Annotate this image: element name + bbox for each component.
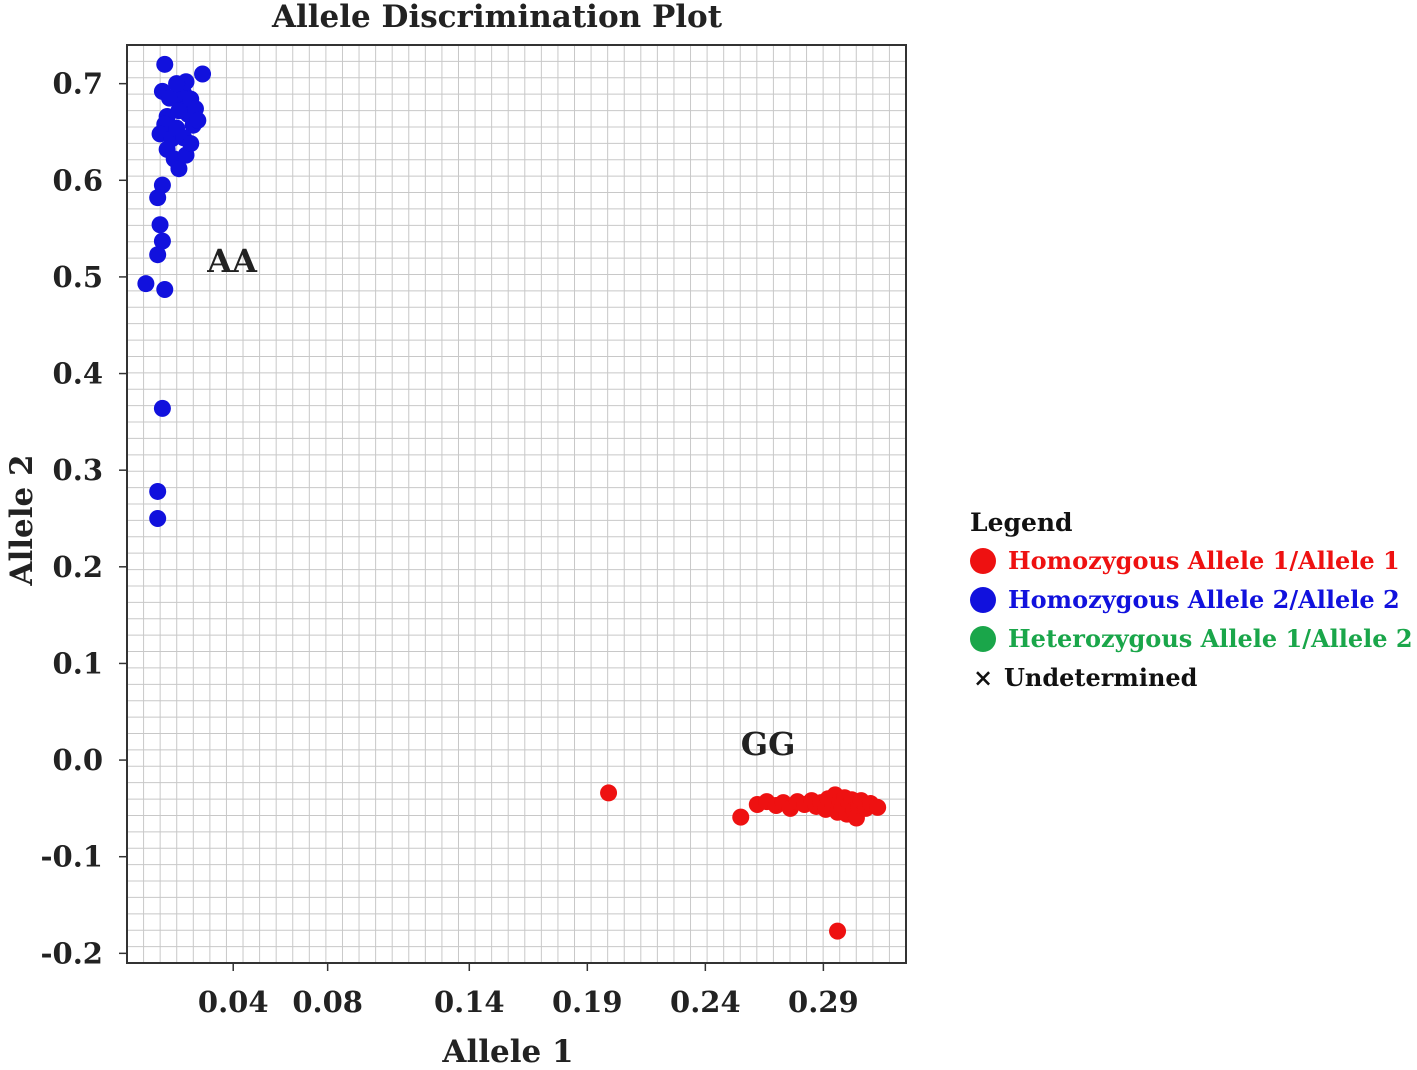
y-tick-label: 0.5 [53,260,103,294]
data-point [194,65,212,83]
x-tick-label: 0.04 [198,985,269,1019]
data-point [156,55,174,73]
y-tick-label: 0.7 [53,67,103,101]
undetermined-x-icon: × [972,663,994,692]
legend: Legend Homozygous Allele 1/Allele 1 Homoz… [970,508,1413,697]
x-axis-title: Allele 1 [441,1034,573,1070]
cluster-label: GG [741,725,796,763]
legend-item: Homozygous Allele 2/Allele 2 [970,580,1413,619]
legend-marker [970,625,996,652]
y-tick-label: 0.0 [53,743,103,777]
data-point [149,482,167,500]
data-point [732,808,750,826]
chart-title: Allele Discrimination Plot [271,0,723,35]
cluster-label: AA [206,242,258,280]
y-tick-label: 0.6 [53,163,103,197]
legend-label: Homozygous Allele 2/Allele 2 [1008,585,1400,614]
y-tick-label: 0.1 [53,646,103,680]
legend-title: Legend [970,508,1073,537]
legend-items: Homozygous Allele 1/Allele 1 Homozygous A… [970,541,1413,658]
grid [127,45,906,963]
data-point [149,509,167,527]
y-axis-title: Allele 2 [4,454,40,586]
data-point [189,111,207,129]
data-points [137,55,887,940]
y-tick-label: 0.3 [53,453,103,487]
data-point [160,89,178,107]
data-point [170,102,188,120]
y-tick-label: 0.2 [53,550,103,584]
data-point [153,232,171,250]
data-point [869,798,887,816]
x-tick-label: 0.24 [670,985,741,1019]
data-point [151,216,169,234]
x-tick-label: 0.14 [434,985,505,1019]
legend-item-undetermined: × Undetermined [970,658,1413,697]
data-point [137,275,155,293]
legend-label: Heterozygous Allele 1/Allele 2 [1008,624,1413,653]
legend-label: Homozygous Allele 1/Allele 1 [1008,546,1400,575]
x-tick-label: 0.19 [552,985,623,1019]
data-point [149,246,167,264]
cluster-annotations: AA GG [206,242,795,763]
legend-item: Heterozygous Allele 1/Allele 2 [970,619,1413,658]
data-point [153,399,171,417]
x-tick-label: 0.08 [292,985,363,1019]
x-tick-label: 0.29 [788,985,859,1019]
legend-marker [970,547,996,574]
data-point [156,280,174,298]
legend-label-undetermined: Undetermined [1004,663,1198,692]
data-point [149,189,167,207]
legend-marker [970,586,996,613]
data-point [600,784,618,802]
plot-frame [126,44,907,964]
y-axis: 0.7 0.6 0.5 0.4 0.3 0.2 0.1 0.0 -0.1 -0.2 [41,67,127,970]
data-point [182,135,200,153]
x-axis: 0.04 0.08 0.14 0.19 0.24 0.29 [198,963,859,1019]
data-point [170,160,188,178]
y-tick-label: -0.2 [41,936,104,970]
y-tick-label: 0.4 [53,357,103,391]
data-point [168,75,186,93]
data-point [829,922,847,940]
y-tick-label: -0.1 [41,840,104,874]
legend-item: Homozygous Allele 1/Allele 1 [970,541,1413,580]
